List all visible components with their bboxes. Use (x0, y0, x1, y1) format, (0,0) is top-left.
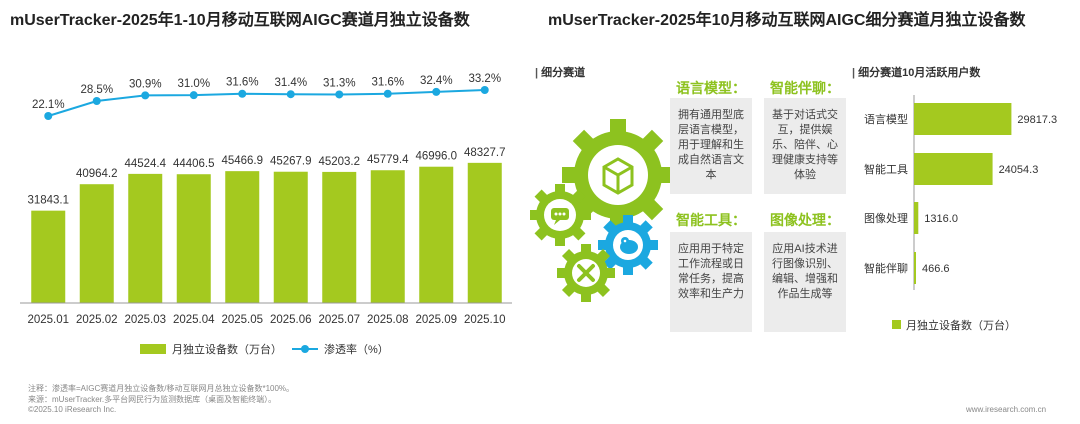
bar-2025.04 (176, 174, 211, 303)
bar-2025.10 (467, 162, 502, 303)
line-point (383, 89, 392, 98)
bar-label: 45203.2 (318, 156, 360, 168)
x-tick-label: 2025.08 (367, 314, 409, 326)
bar-2025.07 (322, 171, 357, 303)
penetration-line (47, 89, 485, 117)
hbar-智能工具 (914, 153, 993, 185)
line-label: 31.6% (371, 77, 404, 89)
line-point (141, 91, 150, 100)
line-point (238, 89, 247, 98)
hbar-label: 29817.3 (1017, 114, 1057, 126)
bar-label: 40964.2 (76, 168, 118, 180)
segment-desc-companion-chat: 基于对话式交互，提供娱乐、陪伴、心理健康支持等体验 (764, 98, 846, 194)
bar-label: 48327.7 (464, 147, 506, 159)
right-panel-title: mUserTracker-2025年10月移动互联网AIGC细分赛道月独立设备数 (548, 12, 1026, 29)
line-point (189, 91, 198, 100)
x-tick-label: 2025.04 (173, 314, 215, 326)
y-tick-label: 图像处理 (864, 212, 908, 225)
monthly-device-chart: 31843.1 2025.01 40964.2 2025.02 44524.4 2025.… (20, 73, 512, 356)
footer-copyright: ©2025.10 iResearch Inc. (28, 405, 117, 414)
line-label: 30.9% (129, 78, 162, 90)
hbar-图像处理 (914, 202, 919, 234)
bar-2025.08 (370, 170, 405, 303)
segments-label: | 细分赛道 (535, 67, 586, 79)
gears-illustration (530, 119, 670, 302)
hbar-label: 24054.3 (999, 164, 1039, 176)
bar-2025.09 (419, 166, 454, 303)
footer-website: www.iresearch.com.cn (966, 405, 1047, 414)
legend-label: 月独立设备数（万台） (906, 318, 1016, 332)
x-tick-label: 2025.09 (415, 314, 457, 326)
bar-label: 44524.4 (124, 158, 166, 170)
segment-desc-smart-tools: 应用用于特定工作流程或日常任务，提高效率和生产力 (670, 232, 752, 332)
line-point (44, 112, 53, 120)
bar-2025.02 (79, 184, 114, 303)
segment-title-smart-tools: 智能工具： (676, 212, 746, 228)
large-gear-icon (562, 119, 670, 231)
x-tick-label: 2025.02 (76, 314, 118, 326)
segment-title-language-model: 语言模型： (676, 80, 746, 96)
y-tick-label: 语言模型 (864, 112, 908, 126)
line-point (480, 86, 489, 94)
bar-label: 45466.9 (221, 155, 263, 167)
line-point (92, 97, 101, 106)
bar-label: 46996.0 (415, 151, 457, 163)
bar-label: 31843.1 (27, 195, 69, 207)
left-chart-title: mUserTracker-2025年1-10月移动互联网AIGC赛道月独立设备数 (10, 12, 470, 29)
line-point (432, 87, 441, 96)
segment-chart-title: | 细分赛道10月活跃用户数 (852, 67, 981, 79)
hbar-label: 466.6 (922, 263, 950, 275)
segment-title-companion-chat: 智能伴聊： (770, 80, 840, 96)
segment-bar-chart: 语言模型 29817.3 智能工具 24054.3 图像处理 1316.0 智能伴聊 466.… (864, 95, 1057, 332)
legend-swatch (892, 320, 901, 329)
bar-2025.05 (225, 171, 260, 303)
x-tick-label: 2025.07 (318, 314, 360, 326)
y-tick-label: 智能工具 (864, 162, 908, 176)
bar-label: 45779.4 (367, 154, 409, 166)
hbar-label: 1316.0 (924, 213, 958, 225)
line-label: 22.1% (32, 99, 65, 111)
bar-label: 45267.9 (270, 156, 312, 168)
footer-note: 注释：渗透率=AIGC赛道月独立设备数/移动互联网月总独立设备数*100%。 (28, 384, 295, 393)
bar-2025.06 (273, 171, 308, 303)
line-point (286, 90, 295, 99)
line-label: 32.4% (420, 75, 453, 87)
legend-bar-label: 月独立设备数（万台） (172, 342, 282, 356)
bar-2025.03 (128, 173, 163, 303)
x-tick-label: 2025.05 (221, 314, 263, 326)
tools-gear-icon (557, 244, 615, 302)
line-label: 31.3% (323, 77, 356, 89)
line-point (335, 90, 344, 99)
bird-gear-icon (598, 215, 658, 275)
bar-2025.01 (31, 210, 66, 303)
footer-source: 来源：mUserTracker.多平台网民行为监测数据库（桌面及智能终端）。 (28, 395, 277, 404)
hbar-智能伴聊 (914, 252, 916, 284)
y-tick-label: 智能伴聊 (864, 261, 908, 275)
line-label: 33.2% (468, 73, 501, 85)
x-tick-label: 2025.06 (270, 314, 312, 326)
chat-gear-icon (530, 184, 591, 246)
line-label: 31.6% (226, 77, 259, 89)
segment-desc-image-processing: 应用AI技术进行图像识别、编辑、增强和作品生成等 (764, 232, 846, 332)
line-label: 31.4% (274, 77, 307, 89)
box-icon (602, 157, 634, 195)
bar-label: 44406.5 (173, 158, 215, 170)
legend-line-marker (301, 345, 309, 353)
legend-bar-swatch (140, 344, 166, 354)
x-tick-label: 2025.10 (464, 314, 506, 326)
hbar-语言模型 (914, 103, 1012, 135)
line-label: 28.5% (80, 84, 113, 96)
segment-title-image-processing: 图像处理： (770, 212, 840, 228)
x-tick-label: 2025.03 (124, 314, 166, 326)
segment-desc-language-model: 拥有通用型底层语言模型，用于理解和生成自然语言文本 (670, 98, 752, 194)
line-label: 31.0% (177, 78, 210, 90)
x-tick-label: 2025.01 (27, 314, 69, 326)
legend-line-label: 渗透率（%） (324, 342, 389, 356)
